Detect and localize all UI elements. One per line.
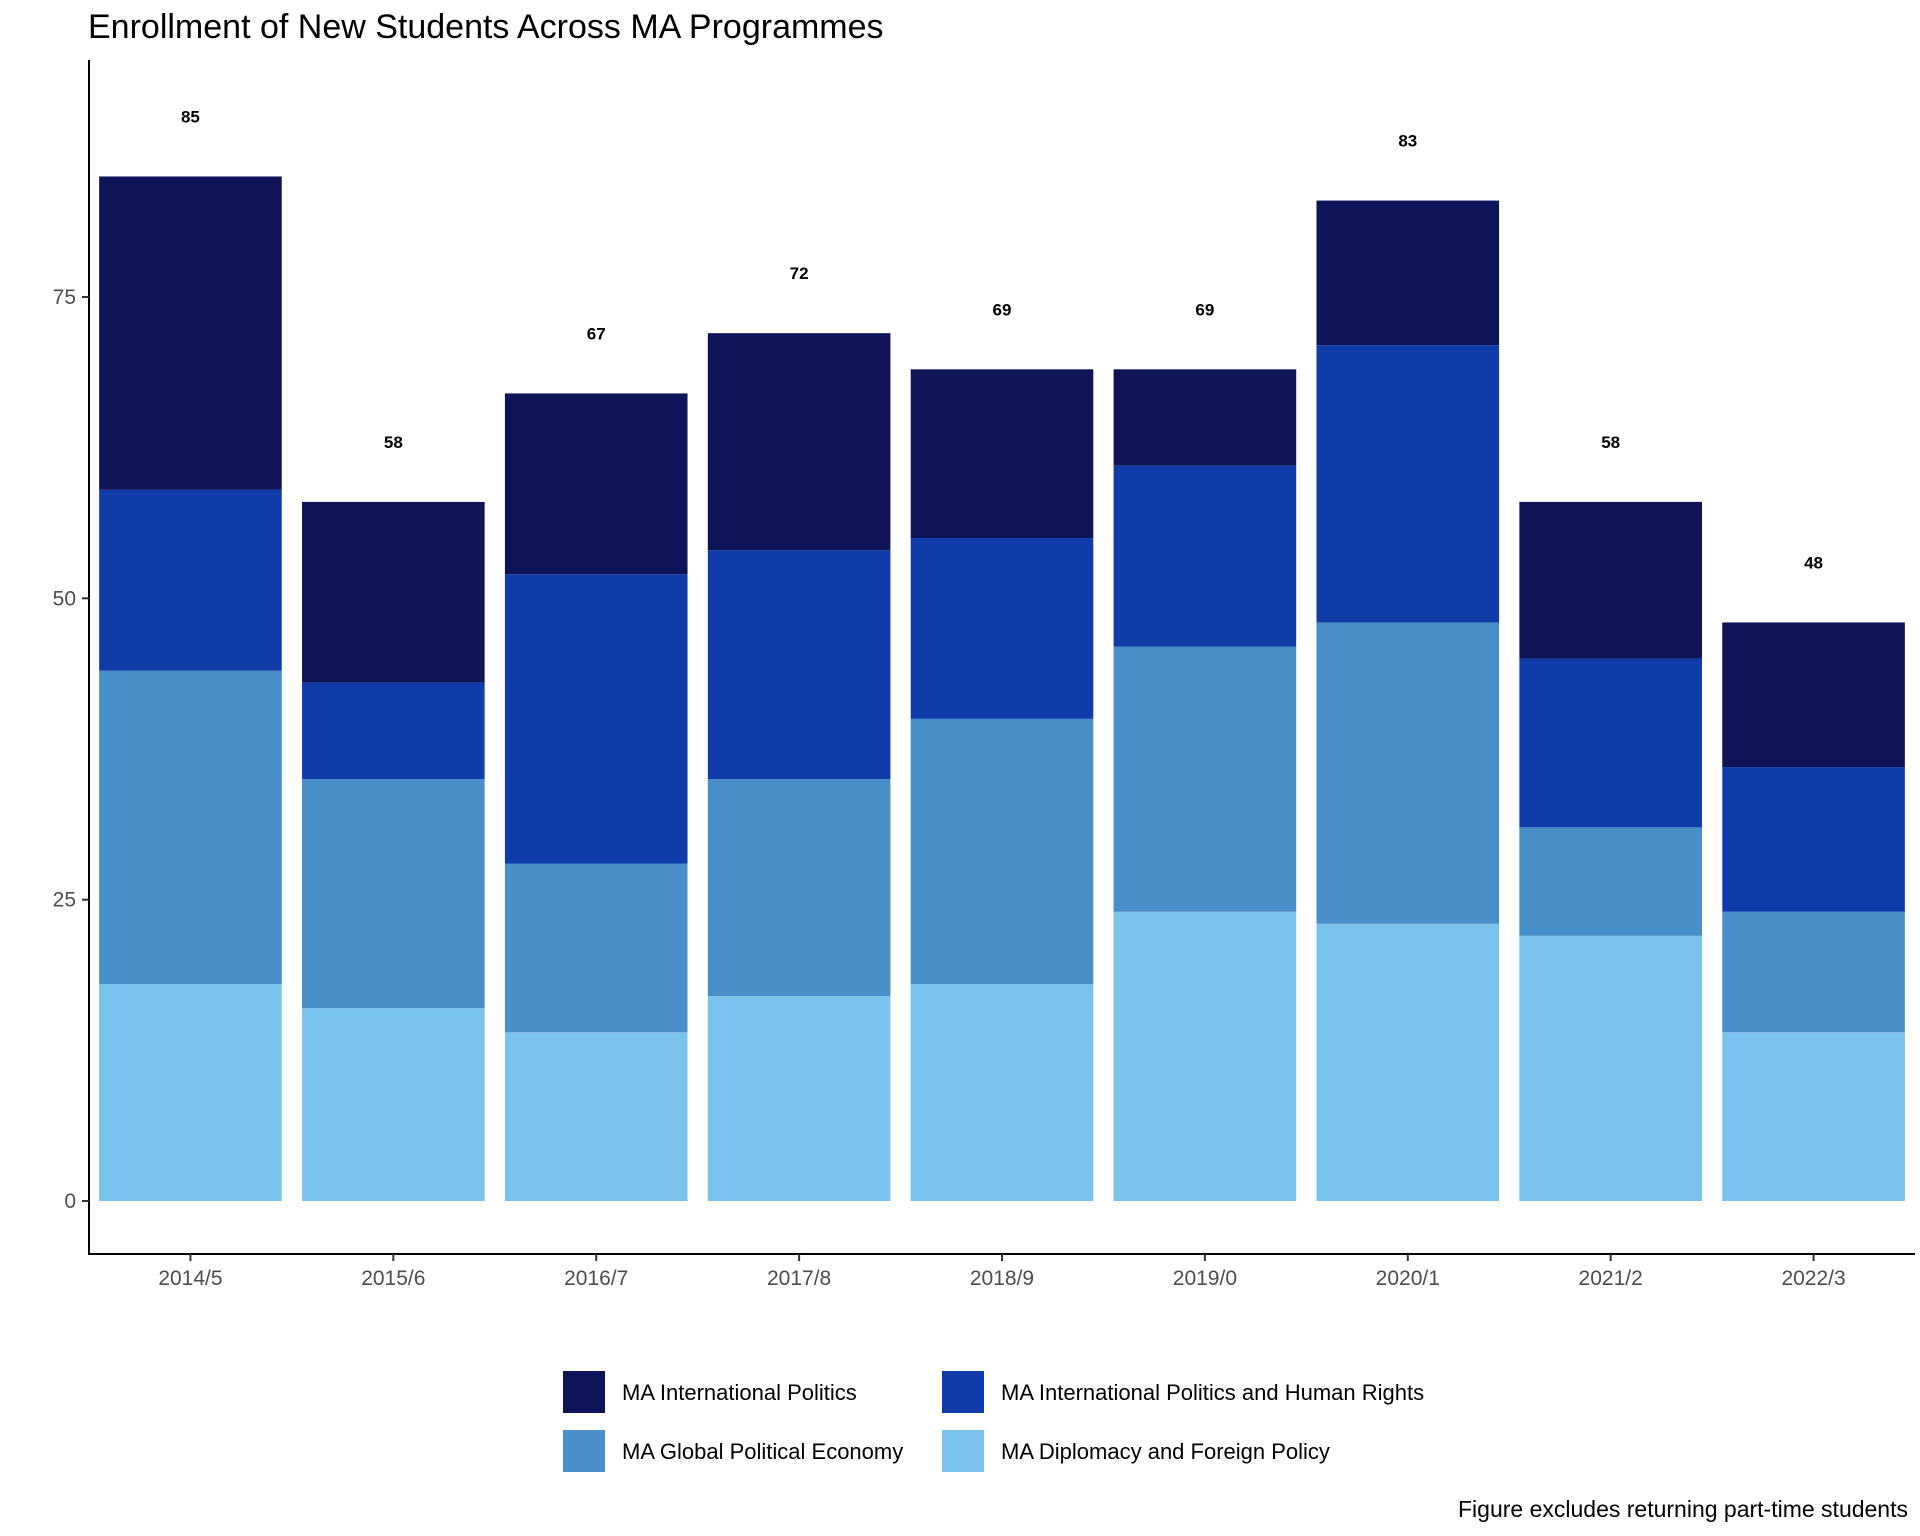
bar-segment-2017-8-series-0 <box>707 996 891 1201</box>
total-labels-layer: 85 58 67 72 69 69 83 58 48 <box>181 107 1823 572</box>
bar-segment-2014-5-series-0 <box>99 984 282 1201</box>
bar-segment-2016-7-series-3 <box>504 393 688 575</box>
bar-segment-2021-2-series-2 <box>1519 658 1702 828</box>
bar-segment-2014-5-series-2 <box>99 489 282 671</box>
legend: MA International Politics MA Internationa… <box>563 1371 1424 1472</box>
bar-segment-2018-9-series-1 <box>910 718 1094 985</box>
bar-segment-2021-2-series-3 <box>1519 501 1702 659</box>
bar-segment-2015-6-series-2 <box>302 682 485 780</box>
legend-label: MA International Politics and Human Righ… <box>1001 1380 1424 1405</box>
bar-segment-2018-9-series-3 <box>910 369 1094 539</box>
y-tick-label: 0 <box>64 1190 76 1213</box>
bar-segment-2022-3-series-0 <box>1722 1032 1905 1201</box>
bar-segment-2020-1-series-0 <box>1316 923 1500 1201</box>
x-ticks-layer: 2014/5 2015/6 2016/7 2017/8 2018/9 2019/0 2020… <box>158 1254 1846 1290</box>
bar-segment-2017-8-series-3 <box>707 333 891 551</box>
bar-segment-2020-1-series-3 <box>1316 200 1500 346</box>
total-label-2022-3: 48 <box>1804 553 1823 572</box>
x-tick-label: 2015/6 <box>361 1267 425 1290</box>
bar-segment-2020-1-series-1 <box>1316 622 1500 924</box>
bar-segment-2015-6-series-3 <box>302 501 485 683</box>
x-tick-label: 2016/7 <box>564 1267 628 1290</box>
x-tick-label: 2020/1 <box>1376 1267 1440 1290</box>
bar-segment-2017-8-series-1 <box>707 779 891 997</box>
legend-key <box>942 1371 984 1413</box>
bar-segment-2021-2-series-0 <box>1519 935 1702 1201</box>
total-label-2021-2: 58 <box>1601 433 1620 452</box>
bar-segment-2015-6-series-1 <box>302 779 485 1009</box>
chart-title: Enrollment of New Students Across MA Pro… <box>88 8 884 46</box>
y-ticks-layer: 0 25 50 75 <box>53 286 89 1213</box>
bar-segment-2018-9-series-0 <box>910 984 1094 1201</box>
bar-segment-2022-3-series-1 <box>1722 911 1905 1033</box>
bar-segment-2019-0-series-3 <box>1113 369 1297 466</box>
x-tick-label: 2018/9 <box>970 1267 1034 1290</box>
legend-key <box>942 1430 984 1472</box>
y-tick-label: 75 <box>53 286 76 309</box>
total-label-2018-9: 69 <box>993 300 1012 319</box>
total-label-2020-1: 83 <box>1398 132 1417 151</box>
legend-key <box>563 1371 605 1413</box>
x-tick-label: 2014/5 <box>158 1267 222 1290</box>
legend-label: MA International Politics <box>622 1380 857 1405</box>
bar-segment-2016-7-series-1 <box>504 863 688 1033</box>
x-tick-label: 2021/2 <box>1579 1267 1643 1290</box>
total-label-2015-6: 58 <box>384 433 403 452</box>
x-tick-label: 2019/0 <box>1173 1267 1237 1290</box>
bar-segment-2022-3-series-2 <box>1722 767 1905 912</box>
bar-segment-2014-5-series-1 <box>99 670 282 985</box>
bars-layer <box>99 176 1905 1201</box>
total-label-2014-5: 85 <box>181 107 200 126</box>
bar-segment-2020-1-series-2 <box>1316 345 1500 623</box>
total-label-2017-8: 72 <box>790 264 809 283</box>
total-label-2019-0: 69 <box>1195 300 1214 319</box>
bar-segment-2016-7-series-0 <box>504 1032 688 1201</box>
bar-segment-2016-7-series-2 <box>504 574 688 864</box>
legend-label: MA Diplomacy and Foreign Policy <box>1001 1439 1330 1464</box>
legend-label: MA Global Political Economy <box>622 1439 903 1464</box>
bar-segment-2021-2-series-1 <box>1519 827 1702 936</box>
bar-segment-2015-6-series-0 <box>302 1008 485 1201</box>
bar-segment-2022-3-series-3 <box>1722 622 1905 768</box>
bar-segment-2019-0-series-2 <box>1113 465 1297 647</box>
legend-key <box>563 1430 605 1472</box>
bar-segment-2014-5-series-3 <box>99 176 282 490</box>
bar-segment-2017-8-series-2 <box>707 550 891 780</box>
chart-caption: Figure excludes returning part-time stud… <box>1458 1496 1908 1522</box>
x-tick-label: 2017/8 <box>767 1267 831 1290</box>
bar-segment-2019-0-series-0 <box>1113 911 1297 1201</box>
x-tick-label: 2022/3 <box>1781 1267 1845 1290</box>
y-tick-label: 50 <box>53 587 76 610</box>
y-tick-label: 25 <box>53 889 76 912</box>
bar-segment-2018-9-series-2 <box>910 538 1094 719</box>
bar-segment-2019-0-series-1 <box>1113 646 1297 912</box>
total-label-2016-7: 67 <box>587 324 606 343</box>
